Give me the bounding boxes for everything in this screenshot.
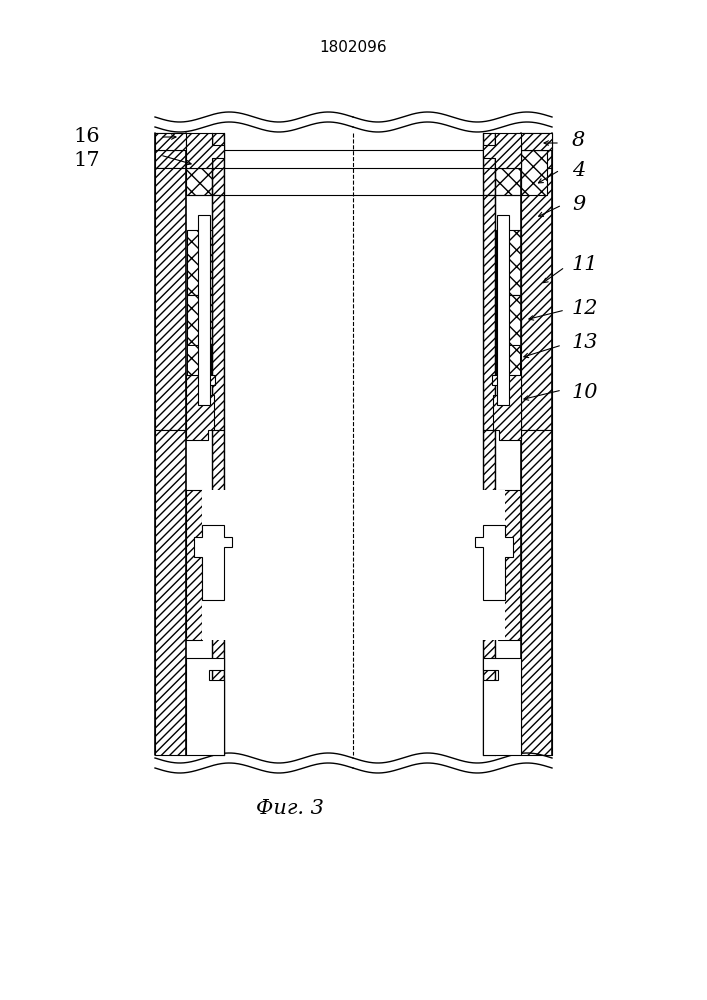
Bar: [496, 345, 520, 375]
Text: 17: 17: [74, 150, 100, 169]
Bar: [238, 168, 521, 430]
Bar: [521, 430, 552, 755]
Bar: [212, 195, 224, 430]
Bar: [186, 150, 212, 195]
Bar: [186, 430, 212, 755]
Text: 4: 4: [572, 160, 585, 180]
Polygon shape: [516, 133, 552, 150]
Polygon shape: [492, 375, 521, 440]
Polygon shape: [194, 525, 232, 600]
Polygon shape: [475, 525, 513, 600]
Bar: [224, 133, 353, 755]
Bar: [495, 150, 521, 195]
Bar: [353, 133, 483, 755]
Bar: [212, 430, 224, 755]
Polygon shape: [186, 658, 224, 755]
Bar: [186, 168, 212, 430]
Bar: [155, 168, 186, 430]
Text: 1802096: 1802096: [319, 40, 387, 55]
Bar: [521, 133, 552, 168]
Text: 10: 10: [572, 383, 599, 402]
Polygon shape: [483, 658, 521, 755]
Bar: [155, 430, 186, 755]
Text: 12: 12: [572, 298, 599, 318]
Bar: [497, 215, 509, 405]
Bar: [475, 490, 505, 640]
Bar: [187, 230, 212, 295]
Polygon shape: [186, 375, 215, 440]
Text: 9: 9: [572, 196, 585, 215]
Text: 16: 16: [74, 127, 100, 146]
Polygon shape: [186, 133, 224, 168]
Bar: [498, 490, 521, 640]
Bar: [198, 215, 210, 405]
Text: Фиг. 3: Фиг. 3: [256, 798, 324, 818]
Text: 8: 8: [572, 130, 585, 149]
Bar: [186, 490, 202, 640]
Bar: [187, 345, 211, 375]
Bar: [496, 230, 521, 295]
Text: 11: 11: [572, 255, 599, 274]
Bar: [212, 133, 224, 195]
Bar: [202, 490, 232, 640]
Bar: [495, 430, 521, 755]
Bar: [496, 295, 521, 345]
Bar: [155, 133, 552, 755]
Bar: [187, 295, 212, 345]
Bar: [155, 133, 186, 168]
Bar: [483, 133, 495, 195]
Bar: [483, 430, 495, 755]
Bar: [483, 195, 495, 430]
Text: 13: 13: [572, 334, 599, 353]
Bar: [521, 168, 552, 430]
Bar: [521, 150, 547, 195]
Polygon shape: [483, 133, 521, 168]
Polygon shape: [155, 133, 191, 150]
